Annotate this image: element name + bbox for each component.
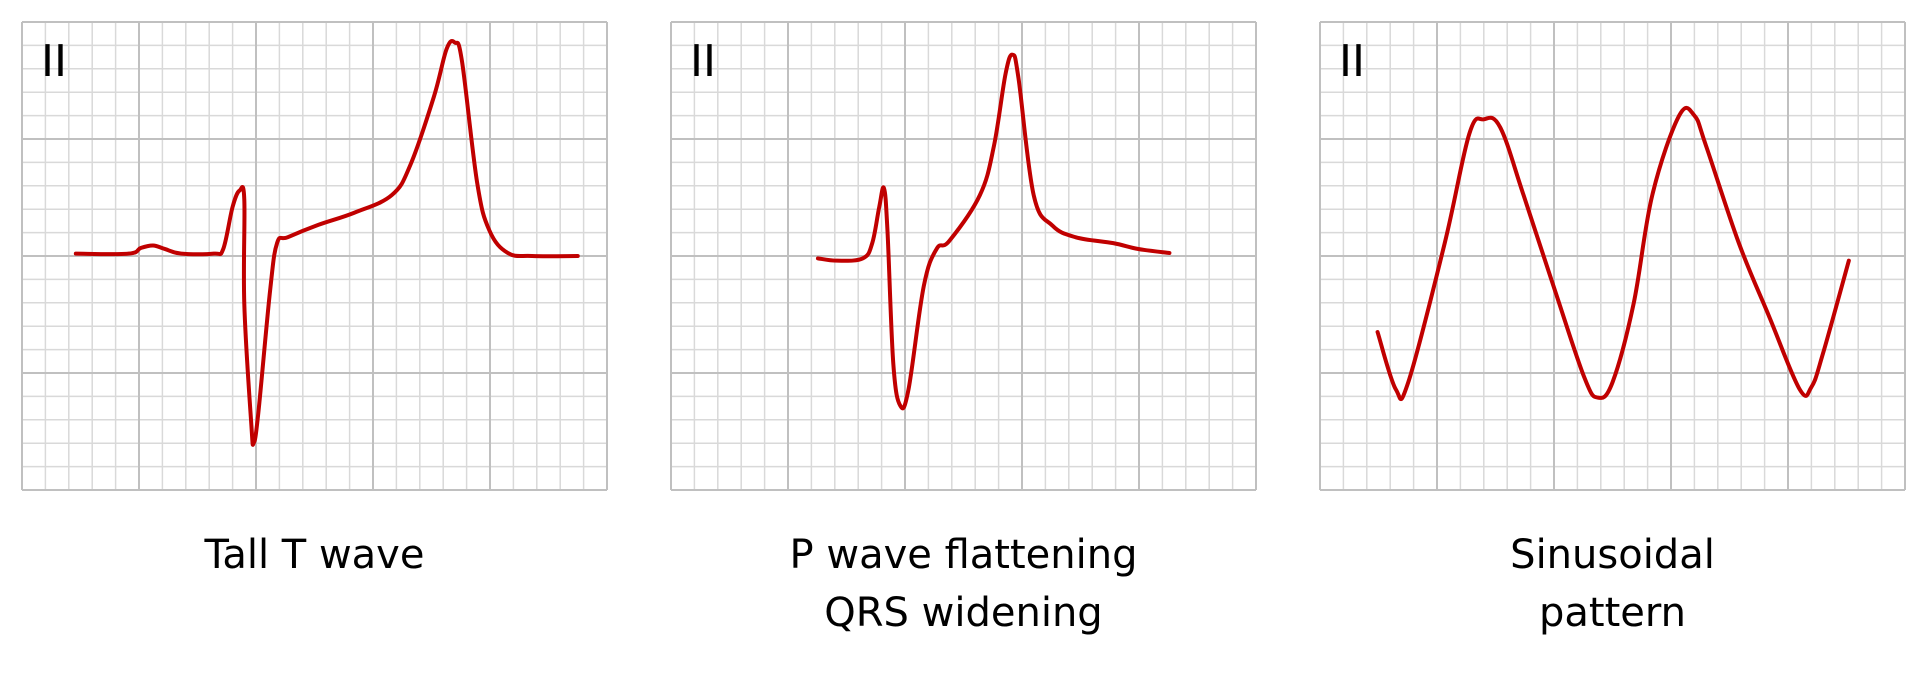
ecg-trace	[815, 52, 1172, 411]
caption-line-1: Tall T wave	[204, 532, 425, 578]
caption-line-1: P wave flattening	[790, 532, 1138, 578]
ecg-grid	[1319, 21, 1906, 491]
panel-tall-t-wave: II Tall T wave	[21, 21, 608, 578]
lead-label: II	[690, 36, 716, 87]
lead-label: II	[41, 36, 67, 87]
ecg-trace	[1375, 105, 1851, 402]
ecg-grid	[21, 21, 608, 491]
lead-label: II	[1339, 36, 1365, 87]
caption-line-1: Sinusoidal	[1510, 532, 1715, 578]
caption-line-2: pattern	[1539, 590, 1686, 636]
ecg-grid	[670, 21, 1257, 491]
caption-line-2: QRS widening	[824, 590, 1102, 636]
panel-p-wave-flattening: II P wave flattening QRS widening	[670, 21, 1257, 636]
ecg-trace	[73, 39, 580, 447]
panel-sinusoidal-pattern: II Sinusoidal pattern	[1319, 21, 1906, 636]
